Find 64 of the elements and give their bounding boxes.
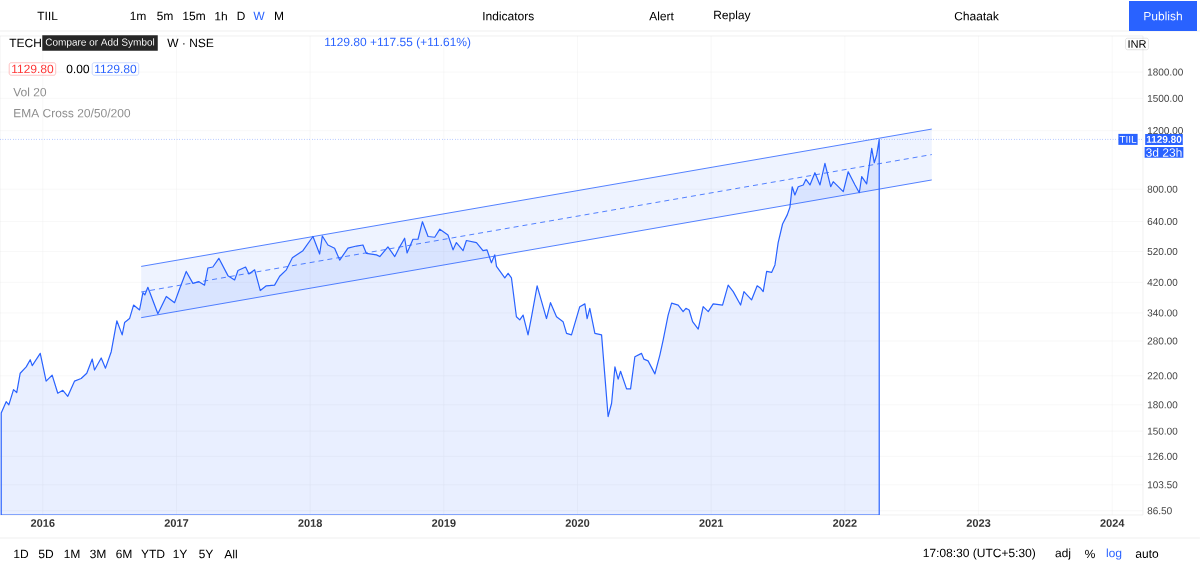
x-tick-label: 2024 (1100, 519, 1125, 527)
x-tick-label: 2022 (833, 519, 857, 527)
x-tick-label: 2016 (30, 519, 55, 527)
x-tick-label: 2017 (164, 519, 189, 527)
text: 3d 23h (1146, 147, 1182, 157)
x-tick-label: 2019 (431, 519, 456, 527)
text: % (1085, 549, 1095, 559)
text: 1m (130, 11, 146, 21)
text: Replay (714, 10, 751, 22)
text: 17:08:30 (UTC+5:30) (923, 548, 1036, 560)
y-axis-title: INR (1128, 40, 1146, 48)
y-tick-label: 103.50 (1147, 481, 1178, 489)
y-tick-label: 800.00 (1147, 185, 1178, 193)
text: Alert (649, 11, 674, 21)
text: 1D (14, 549, 29, 559)
x-tick-label: 2018 (298, 519, 323, 527)
annotation: TIIL (1119, 135, 1137, 143)
annotation: 1129.80 (12, 64, 54, 74)
annotation: TECH (9, 38, 41, 48)
y-tick-label: 1800.00 (1147, 68, 1183, 76)
text: 6M (116, 549, 132, 559)
text: TIIL (37, 11, 58, 21)
annotation: 0.00 (66, 64, 90, 74)
ref-line-label: 1129.80 (1146, 135, 1182, 143)
text: adj (1055, 548, 1071, 560)
text: 1Y (173, 549, 188, 559)
text: M (275, 11, 284, 21)
text: 5D (38, 549, 54, 559)
text: Indicators (483, 11, 534, 21)
y-tick-label: 180.00 (1147, 401, 1178, 409)
y-tick-label: 220.00 (1147, 372, 1178, 380)
annotation: 1129.80 (95, 64, 137, 74)
y-tick-label: 520.00 (1147, 247, 1178, 256)
annotation: EMA Cross 20/50/200 (14, 108, 131, 118)
text: log (1106, 548, 1122, 560)
text: 1h (215, 11, 227, 21)
text: All (224, 549, 237, 559)
y-tick-label: 1500.00 (1147, 94, 1183, 102)
x-tick-label: 2020 (565, 519, 590, 527)
text: 3M (90, 549, 106, 559)
text: auto (1135, 550, 1159, 558)
text: 5m (157, 11, 173, 21)
text: 1M (64, 549, 80, 559)
y-tick-label: 126.00 (1147, 452, 1178, 460)
x-tick-label: 2023 (966, 519, 991, 527)
text: Chaatak (954, 11, 999, 21)
x-tick-label: 2021 (699, 519, 724, 527)
text: D (237, 11, 245, 21)
text: Publish (1144, 11, 1182, 21)
y-tick-label: 150.00 (1147, 427, 1178, 435)
y-tick-label: 420.00 (1147, 278, 1178, 286)
y-tick-label: 86.50 (1147, 507, 1172, 515)
text: 15m (183, 11, 205, 21)
y-tick-label: 1200.00 (1147, 127, 1183, 135)
text: W (253, 11, 265, 21)
annotation: 1129.80 +117.55 (+11.61%) (325, 37, 471, 49)
text: 5Y (199, 549, 214, 559)
annotation: W · NSE (167, 38, 214, 48)
annotation: Compare or Add Symbol (45, 38, 155, 48)
y-tick-label: 640.00 (1147, 217, 1178, 226)
y-tick-label: 280.00 (1147, 337, 1178, 345)
text: YTD (141, 549, 165, 559)
y-tick-label: 340.00 (1147, 309, 1178, 317)
annotation: Vol 20 (13, 87, 47, 97)
